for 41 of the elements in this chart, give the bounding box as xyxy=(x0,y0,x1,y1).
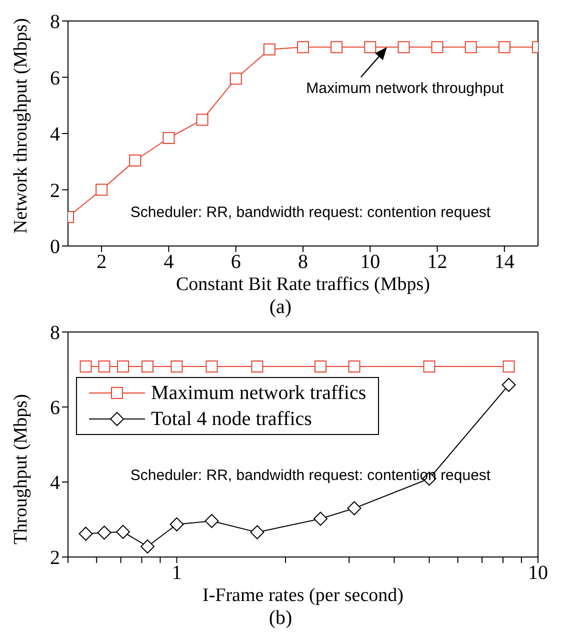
y-tick-label: 4 xyxy=(50,472,60,494)
x-tick-label: 8 xyxy=(298,251,308,274)
x-tick-label: 10 xyxy=(528,562,548,584)
point xyxy=(498,41,510,54)
x-tick-label: 12 xyxy=(427,251,448,274)
point xyxy=(398,41,410,54)
point xyxy=(162,132,175,144)
y-tick-label: 8 xyxy=(50,322,60,344)
point xyxy=(431,41,444,54)
x-axis-title: I-Frame rates (per second) xyxy=(202,585,404,606)
point xyxy=(96,184,108,196)
point xyxy=(230,72,242,85)
point xyxy=(330,41,343,54)
x-tick-label: 6 xyxy=(230,251,241,274)
point xyxy=(364,41,376,54)
y-tick-label: 4 xyxy=(50,124,60,146)
y-tick-label: 0 xyxy=(50,236,60,258)
x-axis-title: Constant Bit Rate traffics (Mbps) xyxy=(176,274,430,295)
x-tick-label: 2 xyxy=(96,251,107,274)
point xyxy=(263,43,276,56)
y-axis-title: Network throughput (Mbps) xyxy=(10,18,32,234)
y-tick-label: 6 xyxy=(50,67,60,90)
annotation: Maximum network throughput xyxy=(306,80,505,98)
y-tick-label: 2 xyxy=(50,180,60,202)
y-tick-label: 2 xyxy=(50,547,60,570)
y-axis-title: Throughput (Mbps) xyxy=(10,394,32,544)
text: (a) xyxy=(268,296,293,319)
legend-label: Maximum network traffics xyxy=(151,381,366,406)
point xyxy=(196,114,208,126)
point xyxy=(464,41,477,54)
point xyxy=(129,154,142,166)
x-tick-label: 14 xyxy=(494,251,514,274)
y-tick-label: 8 xyxy=(50,11,60,34)
x-tick-label: 1 xyxy=(172,562,182,584)
legend-label: Total 4 node traffics xyxy=(151,407,312,432)
text: (b) xyxy=(268,607,294,630)
point xyxy=(297,41,309,54)
y-tick-label: 6 xyxy=(50,397,60,420)
annotation: Scheduler: RR, bandwidth request: contention request xyxy=(129,204,492,221)
x-tick-label: 10 xyxy=(360,251,380,274)
x-tick-label: 4 xyxy=(164,251,174,274)
